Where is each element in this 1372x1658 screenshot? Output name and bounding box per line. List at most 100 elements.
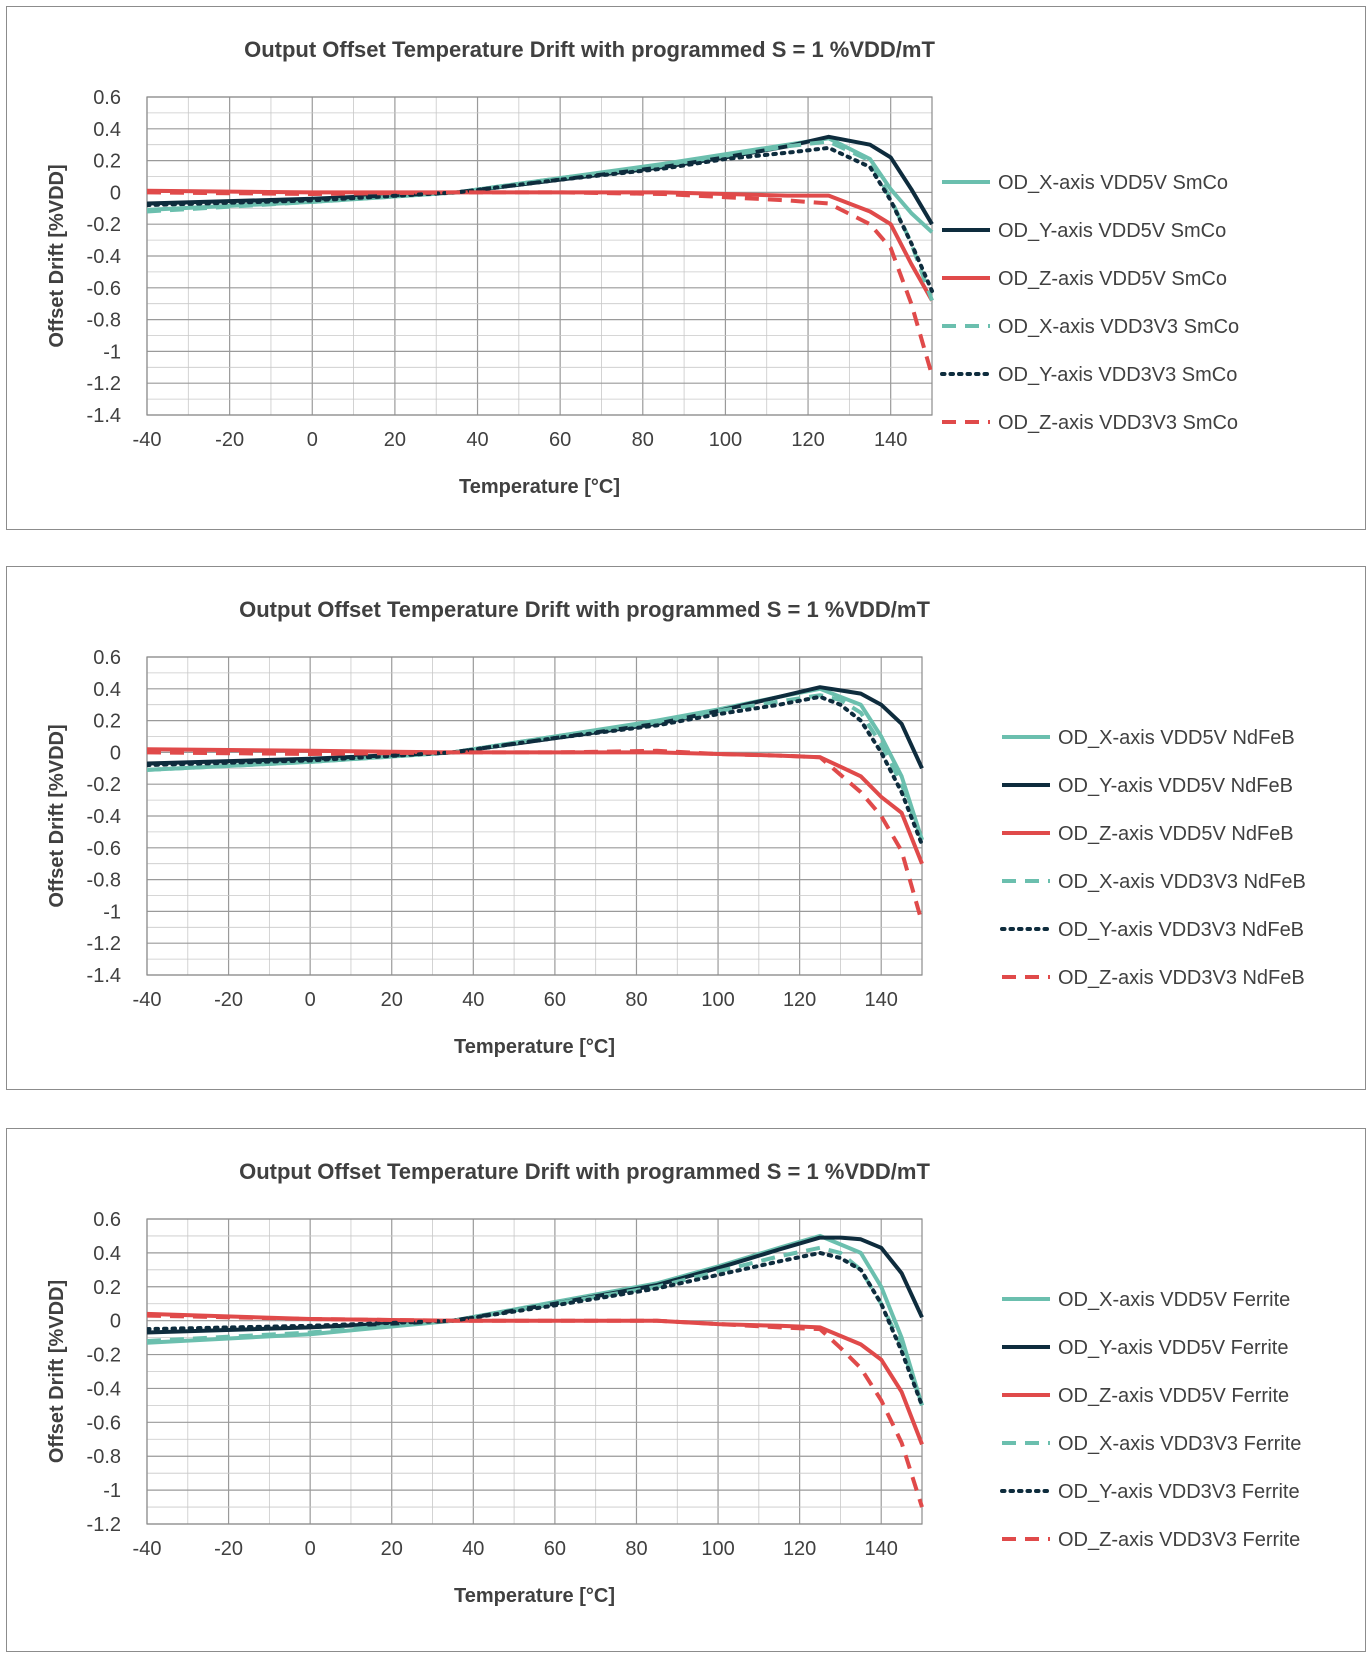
y-tick-label: -1.2 [87, 373, 121, 395]
x-tick-label: 60 [549, 429, 571, 451]
legend-label: OD_X-axis VDD3V3 NdFeB [1058, 871, 1306, 893]
legend-label: OD_X-axis VDD5V SmCo [998, 172, 1228, 194]
y-tick-label: -0.8 [87, 310, 121, 332]
x-tick-label: 80 [625, 989, 647, 1011]
y-axis-label: Offset Drift [%VDD] [46, 1280, 68, 1463]
x-tick-label: 140 [865, 989, 898, 1011]
y-tick-label: -0.6 [87, 838, 121, 860]
legend-label: OD_Y-axis VDD5V SmCo [998, 220, 1226, 242]
x-tick-label: 20 [381, 989, 403, 1011]
x-tick-label: 60 [544, 989, 566, 1011]
legend: OD_X-axis VDD5V Ferrite OD_Y-axis VDD5V F… [1000, 1289, 1301, 1551]
legend-label: OD_X-axis VDD3V3 SmCo [998, 316, 1239, 338]
legend-label: OD_Y-axis VDD3V3 Ferrite [1058, 1481, 1300, 1503]
series-line [147, 136, 934, 234]
x-tick-label: 100 [701, 989, 734, 1011]
legend-label: OD_Z-axis VDD3V3 NdFeB [1058, 967, 1305, 989]
y-tick-label: 0.2 [93, 711, 121, 733]
series-line [147, 694, 924, 847]
legend-label: OD_X-axis VDD3V3 Ferrite [1058, 1433, 1301, 1455]
y-tick-label: -0.4 [87, 246, 121, 268]
x-tick-label: -20 [214, 989, 243, 1011]
y-tick-label: -0.2 [87, 1345, 121, 1367]
series-group [147, 1233, 924, 1508]
x-tick-label: -40 [133, 1538, 162, 1560]
legend-label: OD_Z-axis VDD3V3 Ferrite [1058, 1529, 1300, 1551]
y-tick-label: 0 [110, 182, 121, 204]
x-tick-label: -40 [133, 989, 162, 1011]
series-group [147, 685, 924, 924]
y-tick-label: -0.8 [87, 1446, 121, 1468]
y-tick-label: -1 [103, 341, 121, 363]
x-tick-label: 140 [865, 1538, 898, 1560]
y-tick-label: -1.4 [87, 405, 121, 427]
x-tick-label: 0 [305, 1538, 316, 1560]
x-tick-label: 40 [462, 989, 484, 1011]
legend-label: OD_Y-axis VDD5V NdFeB [1058, 775, 1293, 797]
y-tick-label: -0.4 [87, 806, 121, 828]
x-tick-label: 100 [709, 429, 742, 451]
plot-frame [146, 656, 923, 976]
x-tick-label: -20 [215, 429, 244, 451]
chart-panel-ferrite: Output Offset Temperature Drift with pro… [6, 1128, 1366, 1652]
y-tick-label: -0.6 [87, 1412, 121, 1434]
x-axis-label: Temperature [°C] [454, 1585, 615, 1607]
x-tick-label: 20 [381, 1538, 403, 1560]
y-tick-label: 0 [110, 1311, 121, 1333]
x-tick-label: 40 [462, 1538, 484, 1560]
chart-panel-ndfeb: Output Offset Temperature Drift with pro… [6, 566, 1366, 1090]
x-tick-label: 60 [544, 1538, 566, 1560]
series-line [147, 188, 934, 302]
chart-title: Output Offset Temperature Drift with pro… [239, 597, 930, 622]
x-tick-label: 20 [384, 429, 406, 451]
legend-label: OD_X-axis VDD5V NdFeB [1058, 727, 1295, 749]
y-axis-label: Offset Drift [%VDD] [46, 164, 68, 347]
y-tick-label: -1 [103, 1480, 121, 1502]
x-tick-label: 40 [466, 429, 488, 451]
series-line [147, 145, 934, 293]
x-tick-label: -20 [214, 1538, 243, 1560]
x-tick-label: 100 [701, 1538, 734, 1560]
x-axis-label: Temperature [°C] [454, 1036, 615, 1058]
legend-label: OD_Y-axis VDD3V3 SmCo [998, 364, 1237, 386]
y-tick-label: 0.2 [93, 1277, 121, 1299]
x-tick-label: 120 [791, 429, 824, 451]
y-tick-label: 0.4 [93, 119, 121, 141]
y-tick-label: -1 [103, 901, 121, 923]
plot-frame [146, 1218, 923, 1525]
chart-panel-smco: Output Offset Temperature Drift with pro… [6, 6, 1366, 530]
x-axis-label: Temperature [°C] [459, 476, 620, 498]
chart-svg-smco: Output Offset Temperature Drift with pro… [46, 37, 1239, 498]
y-tick-label: -0.4 [87, 1378, 121, 1400]
series-line [147, 139, 934, 302]
legend: OD_X-axis VDD5V NdFeB OD_Y-axis VDD5V NdF… [1000, 727, 1306, 989]
y-tick-label: 0.2 [93, 151, 121, 173]
legend-label: OD_Z-axis VDD5V NdFeB [1058, 823, 1294, 845]
x-tick-label: 120 [783, 1538, 816, 1560]
y-tick-label: 0 [110, 742, 121, 764]
legend: OD_X-axis VDD5V SmCo OD_Y-axis VDD5V SmCo… [940, 172, 1239, 434]
chart-svg-ndfeb: Output Offset Temperature Drift with pro… [46, 597, 1306, 1058]
legend-label: OD_Y-axis VDD3V3 NdFeB [1058, 919, 1304, 941]
plot-frame [146, 96, 933, 416]
x-tick-label: 0 [307, 429, 318, 451]
y-tick-label: -0.2 [87, 774, 121, 796]
series-group [147, 134, 934, 376]
series-line [147, 693, 924, 841]
series-line [147, 190, 934, 376]
chart-title: Output Offset Temperature Drift with pro… [239, 1159, 930, 1184]
y-tick-label: 0.4 [93, 679, 121, 701]
series-line [147, 1313, 924, 1508]
legend-label: OD_Z-axis VDD5V Ferrite [1058, 1385, 1289, 1407]
series-line [147, 748, 924, 924]
x-tick-label: 80 [625, 1538, 647, 1560]
y-tick-label: -1.2 [87, 1514, 121, 1536]
y-tick-label: -0.8 [87, 870, 121, 892]
x-tick-label: 120 [783, 989, 816, 1011]
y-tick-label: -1.2 [87, 933, 121, 955]
x-tick-label: 140 [874, 429, 907, 451]
x-tick-label: 0 [305, 989, 316, 1011]
y-tick-label: 0.6 [93, 87, 121, 109]
x-tick-label: -40 [133, 429, 162, 451]
y-tick-label: 0.6 [93, 647, 121, 669]
